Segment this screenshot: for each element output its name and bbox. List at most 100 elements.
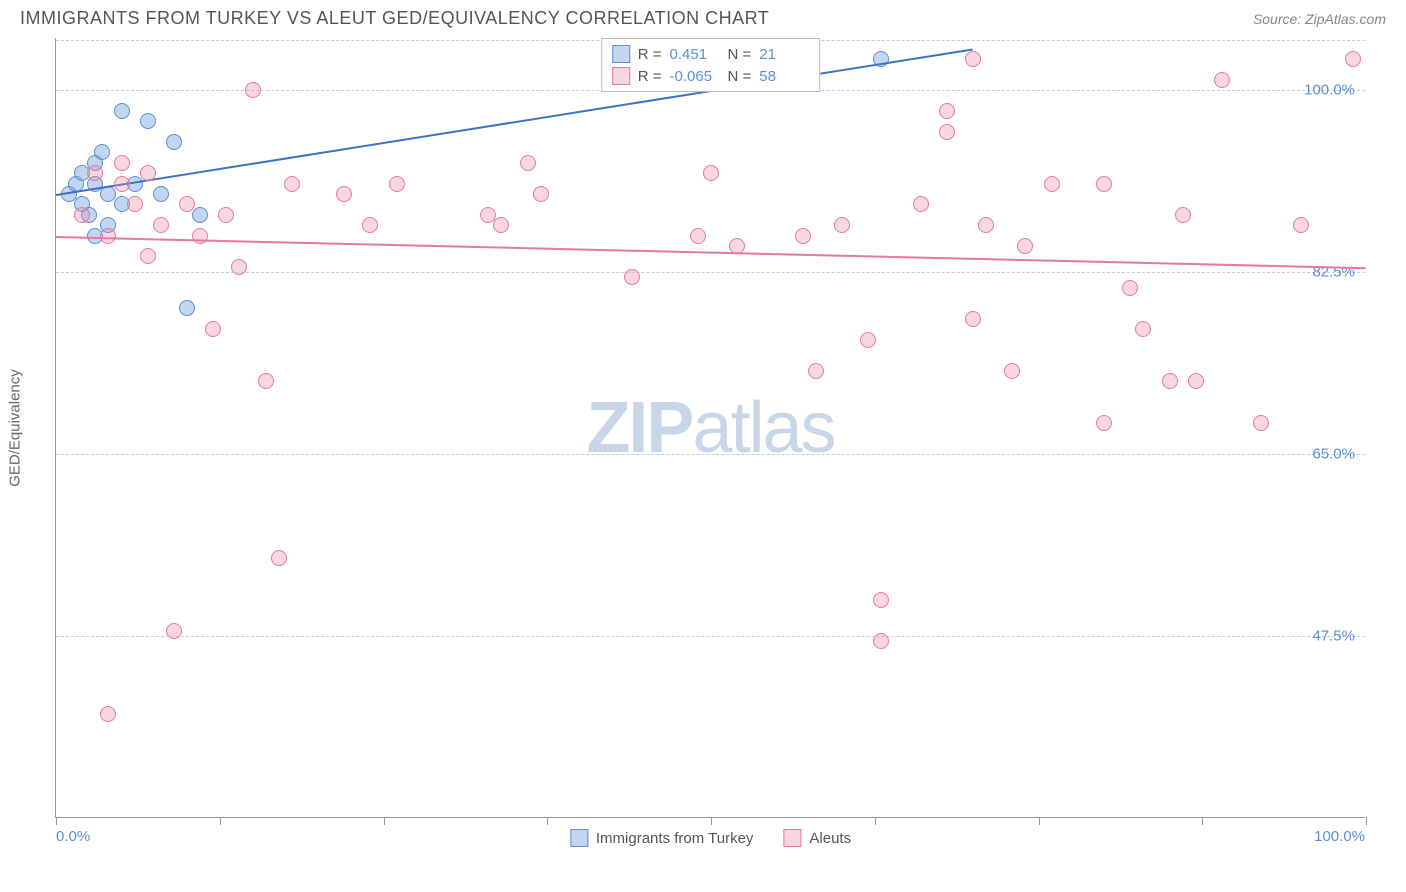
scatter-point [218, 207, 234, 223]
chart-title: IMMIGRANTS FROM TURKEY VS ALEUT GED/EQUI… [20, 8, 769, 29]
scatter-point [74, 207, 90, 223]
x-tick-mark [220, 817, 221, 825]
scatter-point [127, 196, 143, 212]
r-value: 0.451 [670, 46, 720, 63]
legend-swatch [783, 829, 801, 847]
scatter-point [271, 550, 287, 566]
scatter-point [965, 51, 981, 67]
scatter-point [1214, 72, 1230, 88]
x-axis-min-label: 0.0% [56, 828, 90, 845]
scatter-point [1188, 373, 1204, 389]
legend-item: Immigrants from Turkey [570, 829, 754, 847]
scatter-point [258, 373, 274, 389]
scatter-point [114, 155, 130, 171]
n-label: N = [728, 46, 752, 63]
x-axis-max-label: 100.0% [1314, 828, 1365, 845]
x-tick-mark [875, 817, 876, 825]
scatter-point [913, 196, 929, 212]
scatter-point [153, 186, 169, 202]
gridline [56, 272, 1365, 273]
scatter-point [1096, 176, 1112, 192]
scatter-point [100, 706, 116, 722]
scatter-point [533, 186, 549, 202]
scatter-point [795, 228, 811, 244]
y-tick-label: 65.0% [1312, 446, 1355, 463]
scatter-point [834, 217, 850, 233]
scatter-point [939, 103, 955, 119]
scatter-point [100, 228, 116, 244]
r-value: -0.065 [670, 68, 720, 85]
scatter-point [153, 217, 169, 233]
scatter-point [205, 321, 221, 337]
scatter-point [114, 176, 130, 192]
legend-row: R =0.451N =21 [612, 43, 810, 65]
n-label: N = [728, 68, 752, 85]
scatter-point [87, 165, 103, 181]
trend-line [56, 236, 1366, 269]
scatter-point [140, 248, 156, 264]
scatter-point [336, 186, 352, 202]
scatter-point [179, 300, 195, 316]
legend-label: Immigrants from Turkey [596, 830, 754, 847]
scatter-point [939, 124, 955, 140]
gridline [56, 636, 1365, 637]
scatter-point [284, 176, 300, 192]
legend-item: Aleuts [783, 829, 851, 847]
scatter-point [140, 165, 156, 181]
scatter-point [166, 623, 182, 639]
scatter-point [1004, 363, 1020, 379]
x-tick-mark [547, 817, 548, 825]
scatter-point [978, 217, 994, 233]
scatter-point [362, 217, 378, 233]
scatter-point [703, 165, 719, 181]
scatter-point [245, 82, 261, 98]
gridline [56, 454, 1365, 455]
x-tick-mark [1202, 817, 1203, 825]
scatter-point [1096, 415, 1112, 431]
scatter-point [1175, 207, 1191, 223]
scatter-point [1162, 373, 1178, 389]
x-tick-mark [711, 817, 712, 825]
scatter-point [1253, 415, 1269, 431]
scatter-point [1293, 217, 1309, 233]
scatter-point [965, 311, 981, 327]
watermark: ZIPatlas [586, 387, 834, 469]
watermark-zip: ZIP [586, 388, 692, 468]
scatter-point [520, 155, 536, 171]
scatter-point [1017, 238, 1033, 254]
correlation-legend: R = 0.451 N = 21 R = -0.065 N = 58 [601, 38, 821, 92]
legend-swatch [570, 829, 588, 847]
scatter-point [873, 592, 889, 608]
scatter-point [860, 332, 876, 348]
x-tick-mark [56, 817, 57, 825]
scatter-point [140, 113, 156, 129]
r-label: R = [638, 68, 662, 85]
legend-row: R = -0.065 N = 58 [612, 65, 810, 87]
scatter-point [624, 269, 640, 285]
scatter-point [1135, 321, 1151, 337]
legend-swatch [612, 67, 630, 85]
y-axis-label: GED/Equivalency [7, 369, 24, 487]
trend-line [56, 48, 973, 196]
y-tick-label: 100.0% [1304, 82, 1355, 99]
scatter-point [873, 633, 889, 649]
legend-swatch [612, 45, 630, 63]
scatter-point [1345, 51, 1361, 67]
watermark-atlas: atlas [692, 388, 834, 468]
source-label: Source: ZipAtlas.com [1253, 11, 1386, 27]
scatter-point [493, 217, 509, 233]
scatter-point [389, 176, 405, 192]
n-value: 21 [759, 46, 809, 63]
scatter-point [1044, 176, 1060, 192]
scatter-point [231, 259, 247, 275]
plot-area: ZIPatlas R =0.451N =21R =-0.065N =58 0.0… [55, 38, 1365, 818]
n-value: 58 [759, 68, 809, 85]
header: IMMIGRANTS FROM TURKEY VS ALEUT GED/EQUI… [0, 0, 1406, 33]
scatter-point [179, 196, 195, 212]
scatter-point [114, 103, 130, 119]
scatter-point [94, 144, 110, 160]
scatter-point [808, 363, 824, 379]
chart-container: GED/Equivalency ZIPatlas R =0.451N =21R … [55, 38, 1386, 818]
y-tick-label: 47.5% [1312, 628, 1355, 645]
scatter-point [192, 207, 208, 223]
